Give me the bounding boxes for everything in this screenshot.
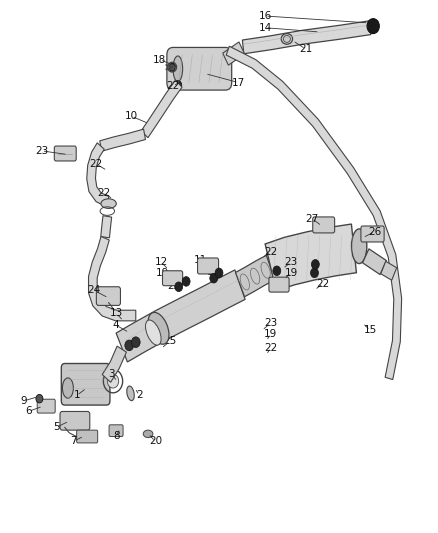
Text: 19: 19 — [155, 268, 169, 278]
Text: 19: 19 — [285, 268, 298, 278]
Text: 10: 10 — [125, 111, 138, 121]
Ellipse shape — [143, 430, 153, 438]
FancyBboxPatch shape — [54, 146, 76, 161]
Polygon shape — [101, 216, 112, 238]
Circle shape — [36, 394, 43, 403]
Text: 23: 23 — [35, 146, 48, 156]
Text: 3: 3 — [108, 369, 115, 379]
Ellipse shape — [351, 229, 367, 263]
FancyBboxPatch shape — [198, 258, 219, 274]
Circle shape — [215, 268, 223, 278]
Text: 22: 22 — [90, 159, 103, 169]
FancyBboxPatch shape — [109, 425, 123, 437]
Circle shape — [175, 282, 183, 292]
Text: 7: 7 — [70, 437, 77, 446]
Circle shape — [107, 374, 119, 388]
Text: 18: 18 — [153, 55, 166, 64]
Text: 22: 22 — [317, 279, 330, 288]
Text: 9: 9 — [21, 396, 28, 406]
Polygon shape — [100, 129, 145, 151]
Text: 22: 22 — [264, 247, 277, 256]
Ellipse shape — [145, 320, 161, 345]
FancyBboxPatch shape — [313, 217, 335, 233]
FancyBboxPatch shape — [162, 271, 183, 286]
Circle shape — [311, 260, 319, 269]
Text: 16: 16 — [258, 11, 272, 21]
Polygon shape — [116, 270, 245, 362]
Text: 12: 12 — [155, 257, 168, 267]
Polygon shape — [88, 237, 136, 321]
Text: 15: 15 — [364, 326, 377, 335]
Circle shape — [210, 273, 218, 283]
Polygon shape — [265, 224, 357, 291]
Circle shape — [125, 340, 134, 351]
Polygon shape — [87, 143, 109, 206]
Text: 27: 27 — [305, 214, 318, 223]
Text: 24: 24 — [88, 286, 101, 295]
Ellipse shape — [101, 199, 117, 208]
FancyBboxPatch shape — [77, 430, 98, 443]
Text: 19: 19 — [264, 329, 277, 338]
Polygon shape — [242, 21, 371, 54]
Ellipse shape — [62, 378, 73, 398]
FancyBboxPatch shape — [167, 47, 232, 90]
Polygon shape — [223, 42, 244, 65]
Circle shape — [273, 266, 281, 276]
Text: 23: 23 — [285, 257, 298, 267]
Text: 8: 8 — [113, 431, 120, 441]
Polygon shape — [381, 261, 397, 280]
Circle shape — [169, 63, 175, 71]
Polygon shape — [141, 80, 182, 138]
Text: 25: 25 — [163, 336, 177, 346]
Text: 22: 22 — [264, 343, 277, 352]
FancyBboxPatch shape — [60, 411, 90, 430]
Text: 17: 17 — [232, 78, 245, 87]
Text: 20: 20 — [149, 437, 162, 446]
Circle shape — [182, 277, 190, 286]
Text: 22: 22 — [166, 82, 180, 91]
Text: 2: 2 — [136, 391, 143, 400]
Text: 22: 22 — [98, 188, 111, 198]
Ellipse shape — [127, 386, 134, 401]
Text: 11: 11 — [194, 255, 207, 265]
FancyBboxPatch shape — [61, 364, 110, 405]
Text: 1: 1 — [73, 391, 80, 400]
Text: 6: 6 — [25, 407, 32, 416]
Polygon shape — [102, 346, 127, 382]
Text: 21: 21 — [299, 44, 312, 54]
Text: 13: 13 — [110, 309, 123, 318]
Text: 19: 19 — [207, 267, 220, 277]
Text: 26: 26 — [368, 227, 381, 237]
Polygon shape — [226, 46, 402, 379]
FancyBboxPatch shape — [269, 277, 289, 292]
FancyBboxPatch shape — [361, 226, 384, 242]
Circle shape — [311, 268, 318, 278]
Polygon shape — [363, 249, 386, 274]
Polygon shape — [236, 255, 275, 297]
Text: 23: 23 — [264, 318, 277, 328]
Text: 4: 4 — [113, 320, 120, 330]
Text: 5: 5 — [53, 423, 60, 432]
Polygon shape — [368, 21, 378, 31]
FancyBboxPatch shape — [96, 287, 120, 305]
Circle shape — [174, 80, 182, 90]
FancyBboxPatch shape — [37, 399, 55, 413]
Ellipse shape — [148, 312, 169, 344]
Ellipse shape — [173, 56, 183, 82]
Text: 14: 14 — [258, 23, 272, 33]
Text: 22: 22 — [168, 281, 181, 290]
Circle shape — [131, 337, 140, 348]
Ellipse shape — [281, 34, 293, 44]
Circle shape — [367, 19, 379, 34]
